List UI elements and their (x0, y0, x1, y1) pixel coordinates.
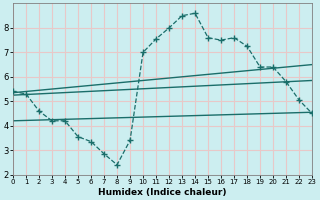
X-axis label: Humidex (Indice chaleur): Humidex (Indice chaleur) (98, 188, 227, 197)
